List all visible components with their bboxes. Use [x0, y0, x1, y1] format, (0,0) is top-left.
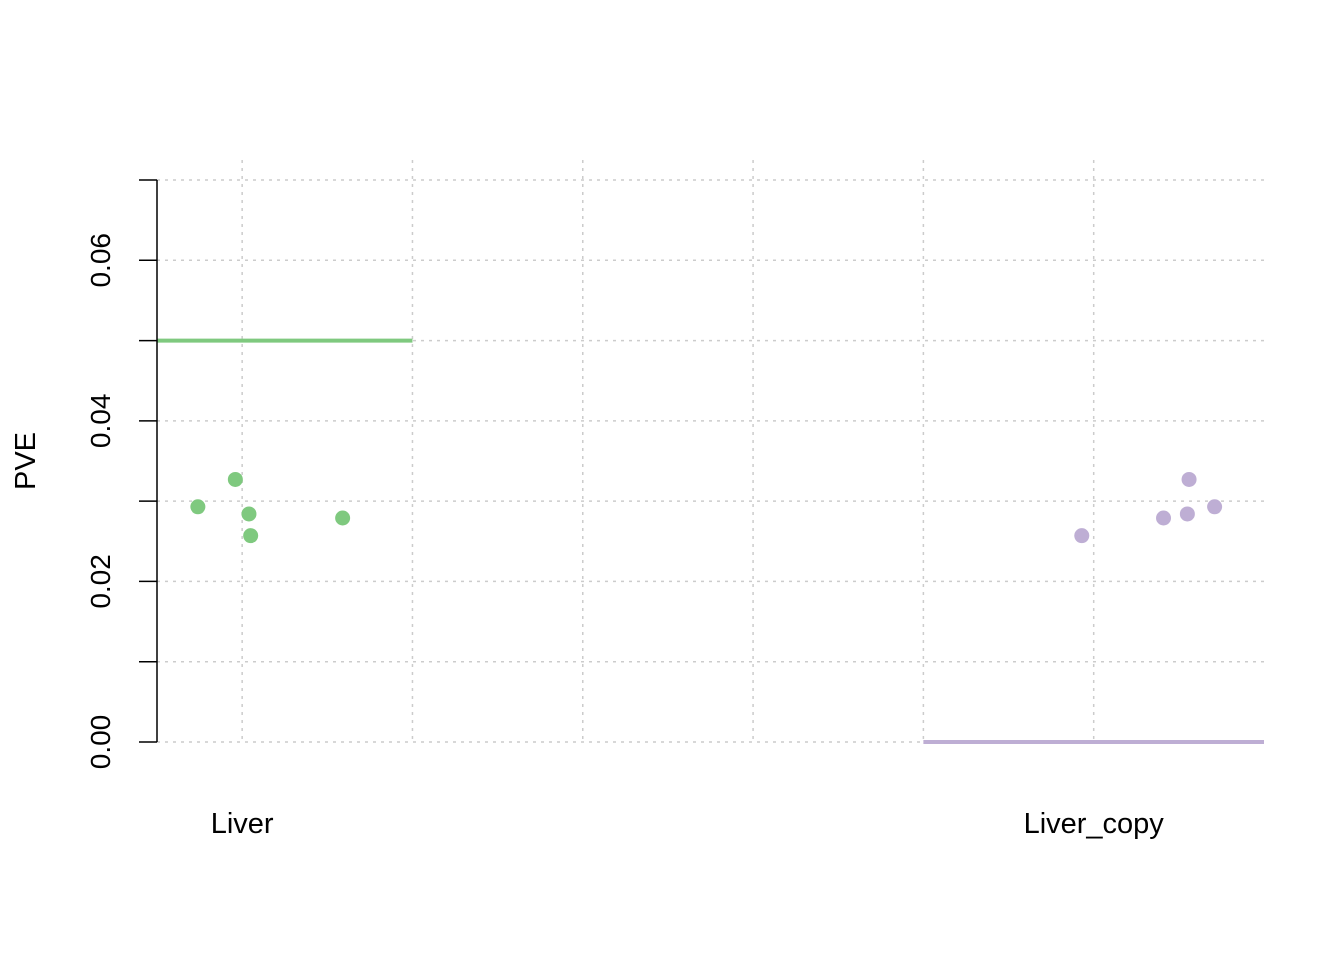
data-point-series-0 — [227, 471, 243, 487]
grid-layer — [157, 160, 1264, 743]
y-tick-label: 0.02 — [85, 554, 116, 609]
data-point-series-0 — [243, 528, 259, 544]
data-point-series-1 — [1207, 499, 1223, 515]
y-tick-label: 0.06 — [85, 233, 116, 288]
y-tick-label: 0.00 — [85, 715, 116, 770]
x-category-label: Liver — [211, 808, 274, 840]
data-point-series-0 — [241, 506, 257, 522]
data-point-series-1 — [1179, 506, 1195, 522]
reference-lines — [157, 338, 1264, 744]
y-axis: 0.00 0.02 0.04 0.06 — [85, 179, 158, 770]
data-point-series-0 — [190, 499, 206, 515]
data-point-series-1 — [1074, 528, 1090, 544]
y-tick-label: 0.04 — [85, 394, 116, 449]
data-points — [190, 471, 1223, 544]
data-point-series-1 — [1181, 471, 1197, 487]
data-point-series-1 — [1156, 510, 1172, 526]
y-axis-label: PVE — [10, 432, 42, 490]
x-category-label: Liver_copy — [1024, 808, 1165, 840]
labels: PVE Liver Liver_copy — [10, 432, 1164, 840]
data-point-series-0 — [335, 510, 351, 526]
